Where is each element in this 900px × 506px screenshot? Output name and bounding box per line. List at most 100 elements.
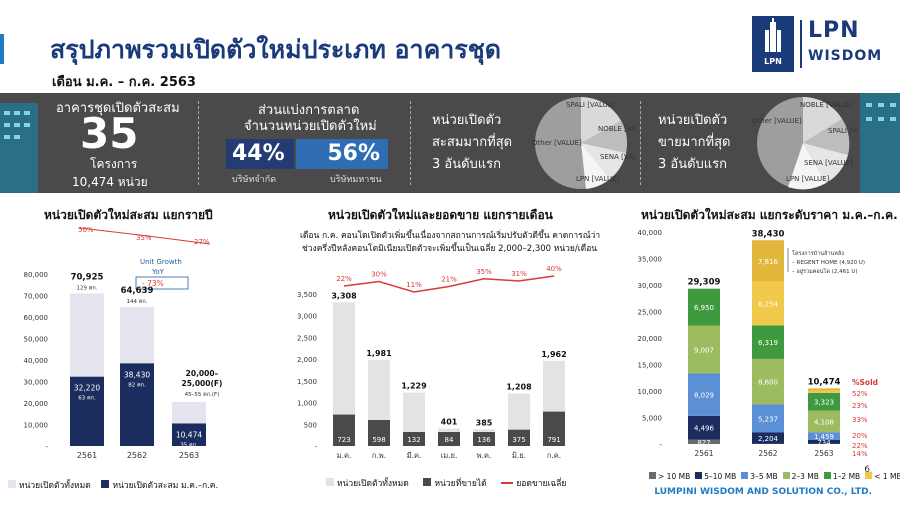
pie1-label: LPN [VALUE]	[576, 175, 620, 183]
pie1-label: SENA [VALUE]	[600, 153, 636, 161]
stack-label: 6,950	[694, 304, 714, 312]
sold-title: %Sold	[852, 378, 878, 387]
share-right-box: 56%	[296, 139, 388, 169]
total-units: 10,474 หน่วย	[72, 175, 148, 189]
stack-total-label: 10,474	[808, 377, 841, 387]
y-tick-label: 5,000	[642, 415, 662, 423]
footer-company: LUMPINI WISDOM AND SOLUTION CO., LTD.	[654, 487, 872, 497]
growth-pct: 35%	[136, 234, 152, 242]
total-label: อาคารชุดเปิดตัวสะสม	[56, 101, 180, 116]
top-sales-1: หน่วยเปิดตัว	[658, 113, 728, 128]
building-icon	[765, 18, 781, 52]
chart-right-title: หน่วยเปิดตัวใหม่สะสม แยกระดับราคา ม.ค.–ก…	[641, 208, 898, 222]
y-tick-label: 35,000	[638, 256, 663, 264]
y-tick-label: -	[314, 443, 317, 451]
legend-part-label: หน่วยเปิดตัวสะสม ม.ค.–ก.ค.	[112, 481, 219, 491]
y-tick-label: 1,000	[297, 400, 317, 408]
bar-sold-label: 791	[547, 436, 560, 444]
stack-total-label: 29,309	[688, 278, 721, 288]
pie2-label: LPN [VALUE]	[786, 175, 830, 183]
x-tick-label: 2562	[758, 449, 777, 458]
bar-total-label: 20,000–	[186, 369, 219, 378]
y-tick-label: 50,000	[24, 336, 49, 344]
page-number: 6	[864, 465, 870, 475]
top-units-1: หน่วยเปิดตัว	[432, 113, 502, 128]
pct-label: 11%	[406, 281, 422, 289]
pct-label: 30%	[371, 271, 387, 279]
stack-label: 8,254	[758, 301, 779, 309]
sold-pct: 33%	[852, 416, 868, 424]
bar-launch-label: 1,981	[366, 349, 392, 358]
logo-title: LPN	[808, 18, 860, 43]
bar-launch-label: 1,229	[401, 382, 427, 391]
bar-part-label: 38,430	[124, 370, 150, 379]
pie2-label: NOBLE [VALUE]	[800, 101, 854, 109]
unit-growth-label: Unit Growth	[140, 258, 182, 266]
pct-label: 31%	[511, 270, 527, 278]
legend-swatch	[649, 472, 656, 479]
bar-sold	[403, 432, 425, 446]
bar-sold-label: 723	[337, 436, 350, 444]
stack-label: 3,323	[814, 399, 834, 407]
chart-mid: 3,500 3,000 2,500 2,000 1,500 1,000 500 - 3,308…	[297, 265, 567, 460]
lpn-logo: LPN LPN WISDOM	[752, 16, 882, 72]
legend-swatch	[8, 480, 16, 488]
pie1-label: NOBLE [VALUE]	[598, 125, 636, 133]
stack-label: 827	[697, 439, 710, 447]
stack-segment	[752, 281, 784, 326]
y-tick-label: 15,000	[638, 362, 663, 370]
legend-mid: หน่วยเปิดตัวทั้งหมด หน่วยที่ขายได้ ยอดขา…	[326, 476, 566, 490]
legend-label: < 1 MB	[874, 472, 900, 481]
chart-right: 40,000 35,000 30,000 25,000 20,000 15,000 10,0…	[638, 229, 879, 458]
legend-swatch	[782, 472, 790, 479]
stack-label: 8,600	[758, 379, 778, 387]
share-right-label: บริษัทมหาชน	[330, 175, 382, 185]
legend-avg-label: ยอดขายเฉลี่ย	[516, 479, 567, 489]
sold-pct: 23%	[852, 402, 868, 410]
pct-label: 35%	[476, 268, 492, 276]
sold-pct: 14%	[852, 450, 868, 458]
page-title: สรุปภาพรวมเปิดตัวใหม่ประเภท อาคารชุด	[50, 35, 501, 64]
y-tick-label: 80,000	[24, 271, 49, 279]
legend-swatch	[865, 472, 873, 479]
right-note-2: – อยู่รวมคอนโด (2,461 U)	[792, 267, 858, 275]
bar-part-label: 10,474	[176, 430, 202, 439]
header: สรุปภาพรวมเปิดตัวใหม่ประเภท อาคารชุด เดื…	[0, 0, 900, 93]
total-value: 35	[80, 109, 139, 158]
bar-sold-label: 598	[372, 436, 385, 444]
bar-sold	[473, 432, 495, 446]
logo-subtitle: WISDOM	[808, 48, 883, 64]
y-tick-label: -	[45, 443, 48, 451]
growth-pct: 27%	[194, 238, 210, 246]
x-tick-label: 2563	[814, 449, 833, 458]
legend-swatch	[741, 472, 749, 479]
pct-label: 22%	[336, 275, 352, 283]
legend-label: 5–10 MB	[704, 472, 737, 481]
right-note-1: – REGENT HOME (4,920 U)	[792, 260, 865, 266]
bar-launch-label: 1,962	[541, 350, 566, 359]
stack-label: 9,007	[694, 346, 714, 354]
bar-launch-label: 401	[441, 418, 458, 427]
bar-part-sub: 63 คก.	[78, 396, 96, 402]
stack-label: 6,319	[758, 339, 778, 347]
stack-label: 4,108	[814, 418, 834, 426]
legend-sold-label: หน่วยที่ขายได้	[434, 479, 487, 489]
pie2-label: SENA [VALUE]	[804, 159, 853, 167]
y-tick-label: 10,000	[24, 422, 49, 430]
bar-sold-label: 132	[407, 436, 420, 444]
stack-segment	[688, 373, 720, 416]
x-tick-label: มี.ค.	[407, 451, 422, 460]
bar-sold	[438, 432, 460, 446]
bar-sold	[543, 411, 565, 446]
chart-mid-title: หน่วยเปิดตัวใหม่และยอดขาย แยกรายเดือน	[328, 208, 553, 222]
top-units-2: สะสมมากที่สุด	[432, 135, 513, 150]
x-tick-label: เม.ย.	[441, 451, 458, 460]
y-tick-label: 40,000	[24, 357, 49, 365]
top-units-3: 3 อันดับแรก	[432, 157, 502, 172]
legend-swatch	[326, 478, 334, 486]
y-tick-label: -	[659, 441, 662, 449]
legend-swatch	[501, 482, 514, 484]
bar-sold-label: 375	[512, 436, 525, 444]
legend-total-label: หน่วยเปิดตัวทั้งหมด	[19, 481, 91, 491]
stack-segment	[808, 440, 840, 444]
